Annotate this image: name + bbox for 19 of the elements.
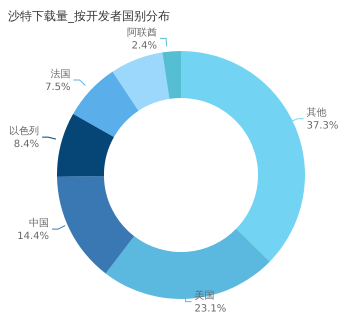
data-label: 37.3%	[306, 120, 338, 132]
donut-slice	[57, 176, 134, 274]
data-label: 14.4%	[17, 231, 50, 242]
donut-slice	[181, 51, 305, 262]
chart-title: 沙特下载量_按开发者国别分布	[8, 9, 170, 23]
slice-label: 法国	[50, 68, 70, 80]
donut-slice	[162, 51, 181, 99]
data-label: 7.5%	[45, 82, 70, 93]
donut-slice	[106, 228, 270, 299]
slice-label: 阿联酋	[127, 26, 158, 38]
slice-label: 中国	[29, 217, 50, 230]
data-label: 2.4%	[132, 40, 158, 52]
slice-label: 以色列	[9, 125, 40, 138]
slice-label: 其他	[306, 106, 327, 119]
data-label: 8.4%	[14, 139, 40, 150]
donut-slice	[112, 52, 170, 111]
donut-slice	[73, 72, 139, 138]
donut-slice	[57, 114, 114, 177]
data-label: 23.1%	[194, 304, 226, 315]
